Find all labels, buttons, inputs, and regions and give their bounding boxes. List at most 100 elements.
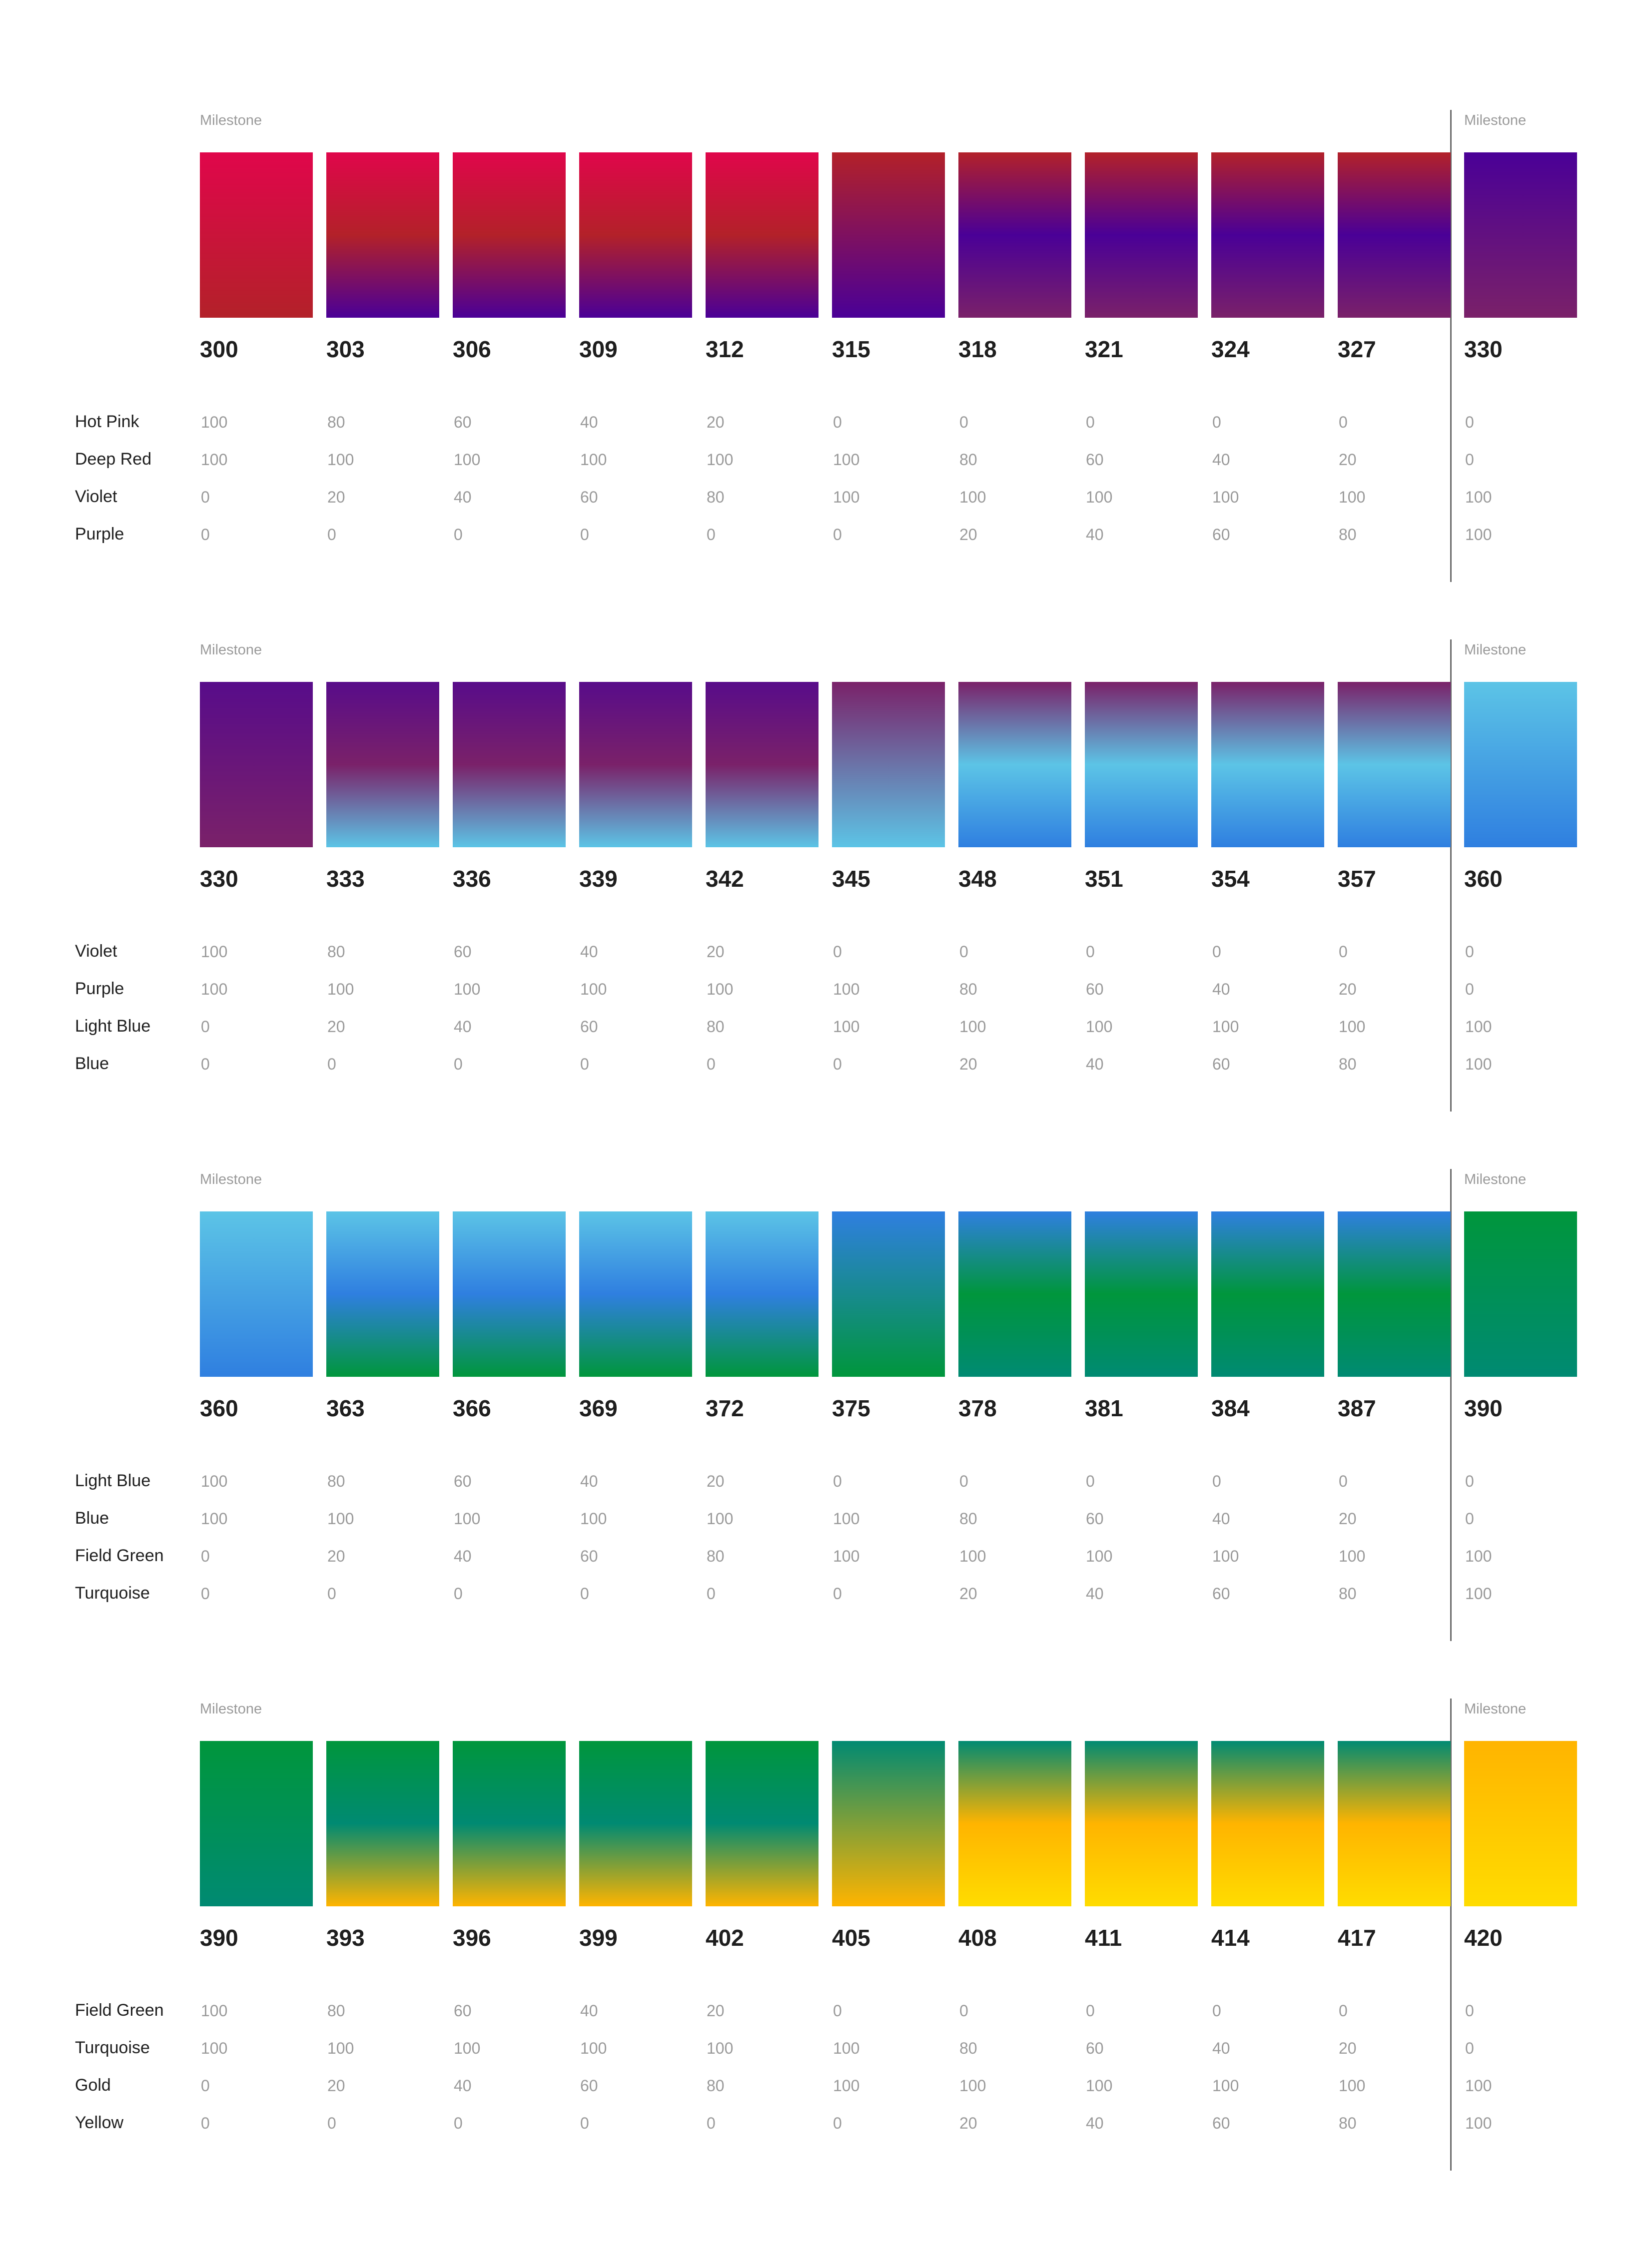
milestone-label: Milestone (200, 1171, 262, 1187)
mix-value: 60 (580, 1018, 598, 1036)
mix-value: 100 (833, 2039, 860, 2057)
mix-value: 100 (1465, 1055, 1492, 1073)
mix-value: 40 (454, 2077, 472, 2095)
mix-value: 100 (959, 2077, 986, 2095)
row-label: Field Green (75, 2001, 164, 2020)
mix-value: 0 (833, 1585, 842, 1603)
mix-value: 60 (454, 413, 472, 431)
mix-value: 20 (707, 943, 725, 961)
mix-value: 0 (959, 413, 968, 431)
mix-value: 40 (454, 488, 472, 506)
mix-value: 20 (1339, 451, 1357, 469)
mix-value: 100 (580, 451, 607, 469)
color-swatch (1464, 682, 1577, 847)
color-swatch (832, 1211, 945, 1377)
milestone-divider (1450, 1699, 1452, 2171)
mix-value: 0 (707, 2114, 716, 2132)
color-swatch (326, 152, 439, 318)
mix-value: 0 (201, 488, 210, 506)
mix-value: 100 (833, 1547, 860, 1565)
palette-section: Milestone Milestone Violet Purple Light Blue… (0, 530, 1649, 1112)
mix-value: 0 (833, 1055, 842, 1073)
milestone-label: Milestone (1464, 1701, 1527, 1717)
row-label: Purple (75, 979, 124, 998)
swatch-code: 321 (1085, 336, 1123, 362)
mix-value: 80 (959, 451, 977, 469)
mix-value: 100 (833, 488, 860, 506)
mix-value: 0 (1086, 413, 1095, 431)
mix-value: 100 (201, 2002, 228, 2020)
row-label: Violet (75, 487, 117, 506)
row-label: Gold (75, 2076, 111, 2095)
swatch-code: 303 (326, 336, 365, 362)
mix-value: 80 (327, 413, 345, 431)
mix-value: 20 (327, 1547, 345, 1565)
milestone-label: Milestone (1464, 112, 1527, 128)
color-swatch (1338, 1741, 1451, 1906)
milestone-label: Milestone (200, 642, 262, 658)
mix-value: 80 (959, 980, 977, 998)
milestone-label: Milestone (200, 1701, 262, 1717)
mix-value: 40 (580, 943, 598, 961)
color-swatch (1085, 1741, 1198, 1906)
swatch-code: 339 (579, 866, 618, 892)
mix-value: 0 (580, 526, 589, 544)
mix-value: 60 (1086, 2039, 1104, 2057)
mix-value: 100 (580, 2039, 607, 2057)
mix-value: 100 (580, 1510, 607, 1528)
mix-value: 20 (327, 1018, 345, 1036)
mix-value: 0 (1212, 943, 1221, 961)
color-swatch (453, 152, 566, 318)
mix-value: 100 (454, 2039, 481, 2057)
mix-value: 0 (1212, 2002, 1221, 2020)
mix-value: 0 (1086, 943, 1095, 961)
row-label: Turquoise (75, 1584, 150, 1603)
mix-value: 0 (201, 1585, 210, 1603)
milestone-divider (1450, 110, 1452, 582)
mix-value: 100 (201, 413, 228, 431)
mix-value: 40 (1212, 980, 1230, 998)
mix-value: 100 (1465, 488, 1492, 506)
mix-value: 0 (1465, 2039, 1474, 2057)
mix-value: 20 (959, 526, 977, 544)
color-swatch (453, 1741, 566, 1906)
mix-value: 60 (580, 488, 598, 506)
mix-value: 100 (959, 488, 986, 506)
mix-value: 40 (1212, 1510, 1230, 1528)
mix-value: 0 (580, 1055, 589, 1073)
mix-value: 40 (580, 2002, 598, 2020)
mix-value: 0 (327, 526, 336, 544)
color-swatch (1464, 1211, 1577, 1377)
mix-value: 100 (454, 980, 481, 998)
mix-value: 0 (1339, 2002, 1348, 2020)
mix-value: 20 (707, 413, 725, 431)
mix-value: 60 (454, 1472, 472, 1490)
mix-value: 100 (959, 1018, 986, 1036)
swatch-code: 375 (832, 1395, 870, 1421)
mix-value: 100 (201, 1510, 228, 1528)
row-label: Turquoise (75, 2038, 150, 2057)
swatch-code: 369 (579, 1395, 618, 1421)
mix-value: 80 (707, 488, 725, 506)
row-label: Blue (75, 1054, 109, 1073)
swatch-code: 330 (200, 866, 238, 892)
swatch-code: 378 (958, 1395, 997, 1421)
color-swatch (200, 682, 313, 847)
mix-value: 80 (959, 1510, 977, 1528)
milestone-label: Milestone (1464, 1171, 1527, 1187)
mix-value: 0 (833, 413, 842, 431)
mix-value: 0 (1465, 980, 1474, 998)
mix-value: 0 (1212, 1472, 1221, 1490)
swatch-code: 342 (706, 866, 744, 892)
mix-value: 100 (833, 1018, 860, 1036)
swatch-code: 387 (1338, 1395, 1376, 1421)
mix-value: 100 (327, 980, 354, 998)
mix-value: 0 (1339, 1472, 1348, 1490)
mix-value: 100 (707, 1510, 734, 1528)
mix-value: 0 (833, 526, 842, 544)
mix-value: 100 (454, 451, 481, 469)
swatch-code: 381 (1085, 1395, 1123, 1421)
mix-value: 0 (959, 943, 968, 961)
color-swatch (1464, 152, 1577, 318)
row-label: Violet (75, 942, 117, 961)
